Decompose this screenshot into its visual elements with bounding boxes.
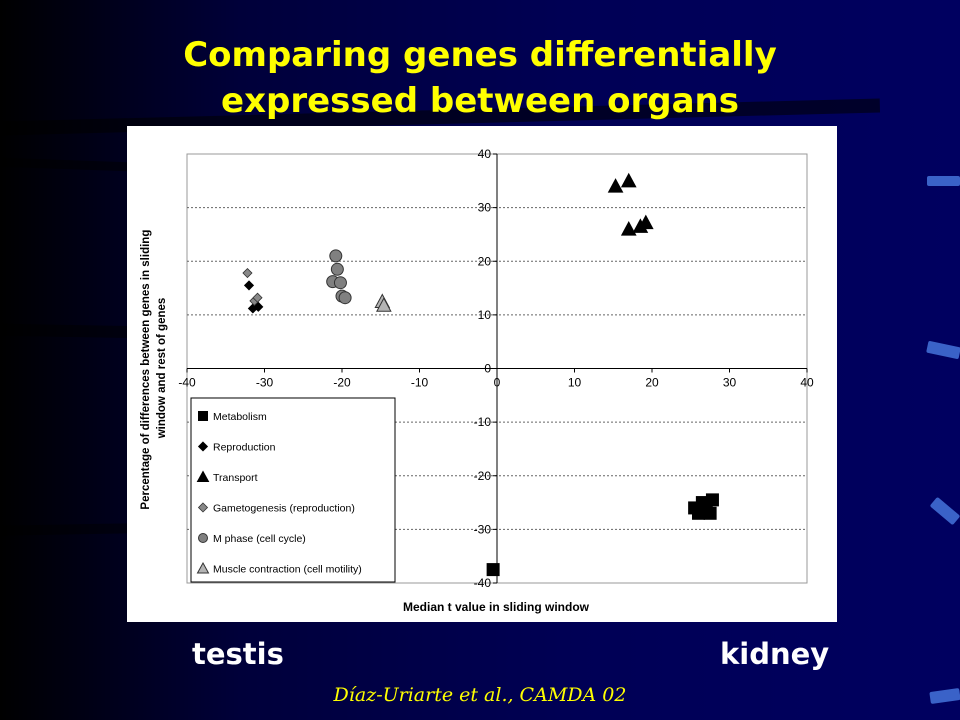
y-tick-label: 30 [478,201,492,215]
data-point-m-phase-cell-cycle [329,249,343,263]
decor-accent-bar [927,176,960,186]
data-point-gametogenesis-reproduction [242,267,253,279]
data-point-transport [607,178,624,193]
data-point-transport [620,172,637,188]
legend-marker-m-phase-cell-cycle [198,532,208,543]
data-point-muscle-contraction-cell-motility [376,297,392,312]
x-tick-label: -20 [333,376,351,390]
x-axis-label: Median t value in sliding window [403,600,590,614]
y-axis-label-line-2: window and rest of genes [156,298,168,440]
right-organ-label: kidney [720,637,830,671]
x-tick-label: -30 [256,376,274,390]
x-tick-label: 20 [645,376,659,390]
slide-title-line-1: Comparing genes differentially [183,35,777,75]
y-tick-label: 20 [478,254,492,268]
y-tick-label: 0 [484,362,491,376]
legend-marker-gametogenesis-reproduction [197,502,209,513]
citation: Díaz-Uriarte et al., CAMDA 02 [333,684,627,706]
legend-marker-reproduction [197,441,209,452]
data-point-m-phase-cell-cycle [330,262,344,276]
scatter-chart-svg: -40 -30 -20 -10 0 10 20 30 40 40 30 20 10 0 -10 -20 -30 -… [140,147,814,614]
legend-label-reproduction: Reproduction [213,441,276,453]
legend-label-metabolism: Metabolism [213,411,267,423]
slide-title: Comparing genes differentially expressed… [0,32,960,124]
x-tick-label: 40 [800,376,814,390]
scatter-chart: -40 -30 -20 -10 0 10 20 30 40 40 30 20 10 0 -10 -20 -30 -… [127,126,837,622]
x-tick-label: -10 [411,376,429,390]
x-tick-label: 10 [568,376,582,390]
y-tick-label: -10 [474,415,492,429]
data-point-metabolism [703,506,717,520]
legend-box [190,397,396,583]
data-point-gametogenesis-reproduction [252,292,263,303]
legend-marker-transport [196,470,210,482]
y-tick-label: -30 [474,522,492,536]
legend-marker-muscle-contraction-cell-motility [196,561,210,574]
data-point-transport [620,221,637,236]
data-point-reproduction [253,301,264,312]
legend-label-m-phase-cell-cycle: M phase (cell cycle) [213,533,306,545]
data-point-metabolism [486,563,500,577]
legend-marker-metabolism [198,410,208,421]
y-tick-label: 40 [478,147,492,161]
slide-title-line-2: expressed between organs [221,81,739,121]
data-point-transport [637,214,654,230]
y-tick-label: -40 [474,576,492,590]
x-tick-label: -40 [178,376,196,390]
data-point-m-phase-cell-cycle [333,276,347,290]
legend-label-transport: Transport [213,472,258,484]
legend-label-muscle-contraction-cell-motility: Muscle contraction (cell motility) [213,563,362,575]
y-tick-label: -20 [474,469,492,483]
x-tick-label: 0 [494,376,501,390]
data-point-metabolism [705,493,719,507]
legend-label-gametogenesis-reproduction: Gametogenesis (reproduction) [213,502,355,514]
data-point-m-phase-cell-cycle [338,291,352,305]
y-axis-label-line-1: Percentage of differences between genes … [140,230,152,510]
left-organ-label: testis [192,637,284,671]
x-tick-label: 30 [723,376,737,390]
y-axis-label: Percentage of differences between genes … [140,226,168,509]
data-point-reproduction [243,280,255,291]
y-tick-label: 10 [478,308,492,322]
